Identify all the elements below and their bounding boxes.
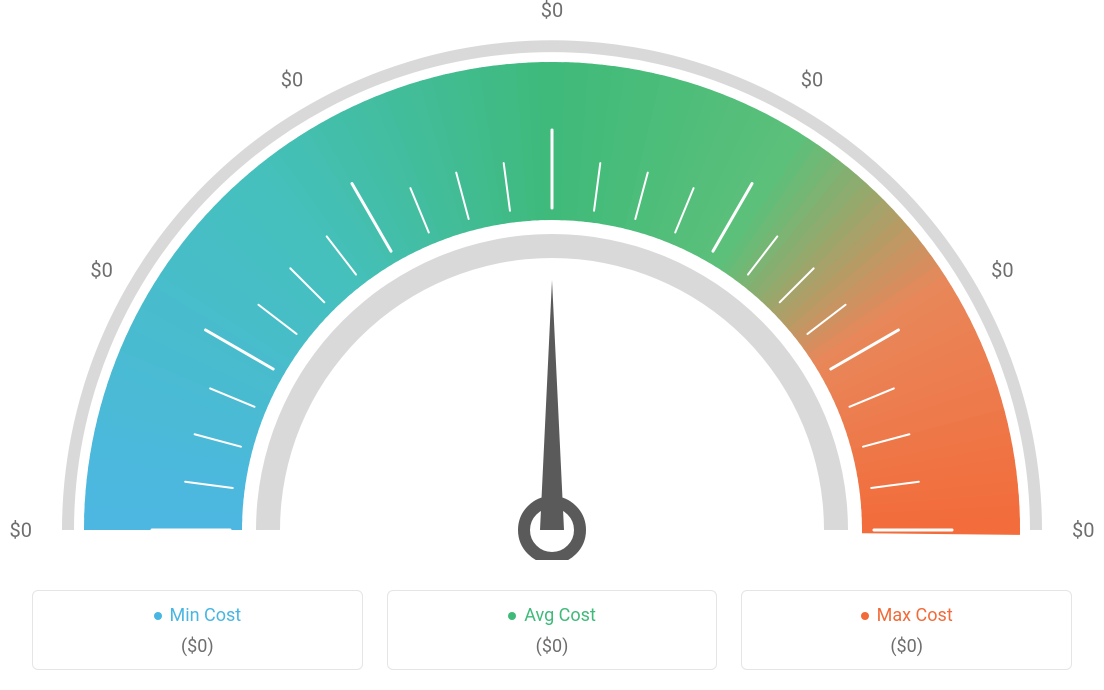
legend-title-avg: Avg Cost	[508, 605, 596, 626]
gauge-svg: $0 $0 $0 $0 $0 $0 $0	[0, 0, 1104, 560]
cost-gauge-widget: $0 $0 $0 $0 $0 $0 $0 Min Cost ($0) Avg Cost ($…	[0, 0, 1104, 690]
svg-text:$0: $0	[801, 68, 823, 92]
legend-value-min: ($0)	[43, 636, 352, 657]
svg-text:$0: $0	[90, 258, 112, 282]
legend-card-avg: Avg Cost ($0)	[387, 590, 718, 671]
legend-title-text: Min Cost	[170, 605, 242, 626]
svg-text:$0: $0	[541, 0, 563, 22]
legend-title-text: Max Cost	[877, 605, 953, 626]
legend-title-text: Avg Cost	[524, 605, 596, 626]
dot-icon	[861, 612, 869, 620]
legend-card-min: Min Cost ($0)	[32, 590, 363, 671]
svg-text:$0: $0	[991, 258, 1013, 282]
dot-icon	[154, 612, 162, 620]
gauge-area: $0 $0 $0 $0 $0 $0 $0	[0, 0, 1104, 560]
legend-value-avg: ($0)	[398, 636, 707, 657]
svg-text:$0: $0	[281, 68, 303, 92]
legend-title-min: Min Cost	[154, 605, 242, 626]
svg-text:$0: $0	[1072, 518, 1094, 542]
legend-row: Min Cost ($0) Avg Cost ($0) Max Cost ($0…	[32, 590, 1072, 671]
svg-text:$0: $0	[10, 518, 32, 542]
dot-icon	[508, 612, 516, 620]
legend-card-max: Max Cost ($0)	[741, 590, 1072, 671]
legend-value-max: ($0)	[752, 636, 1061, 657]
legend-title-max: Max Cost	[861, 605, 953, 626]
